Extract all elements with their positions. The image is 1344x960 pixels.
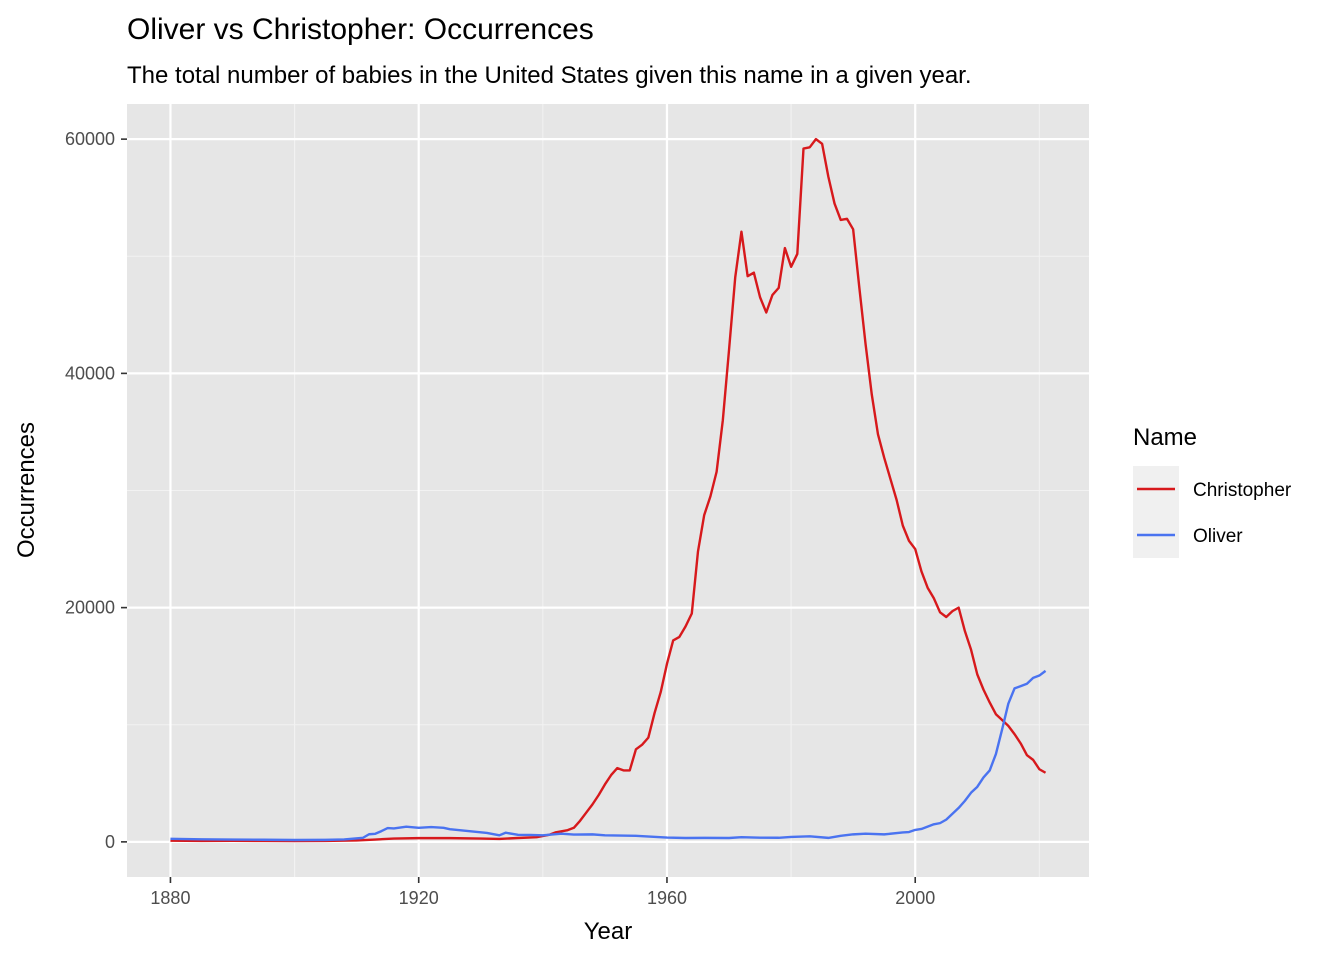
legend-label-oliver: Oliver: [1193, 526, 1243, 547]
series-lines: [170, 137, 1047, 843]
x-tick-label: 2000: [895, 888, 935, 908]
x-tick-label: 1960: [647, 888, 687, 908]
chart-subtitle: The total number of babies in the United…: [127, 62, 972, 89]
y-tick-label: 20000: [65, 598, 115, 618]
x-axis-title: Year: [584, 918, 633, 945]
y-tick-label: 60000: [65, 129, 115, 149]
x-tick-label: 1920: [399, 888, 439, 908]
axis-ticks: [121, 138, 917, 883]
legend: Name Christopher Oliver: [1133, 424, 1292, 558]
series-line-oliver: [170, 669, 1047, 842]
y-axis-title: Occurrences: [13, 422, 40, 558]
legend-label-christopher: Christopher: [1193, 480, 1292, 501]
minor-gridlines: [127, 104, 1089, 877]
legend-title: Name: [1133, 424, 1197, 451]
tick-labels: 0 20000 40000 60000 1880 1920 1960 2000: [65, 129, 935, 908]
x-tick-label: 1880: [150, 888, 190, 908]
y-tick-label: 40000: [65, 363, 115, 383]
y-tick-label: 0: [105, 832, 115, 852]
chart-title: Oliver vs Christopher: Occurrences: [127, 13, 594, 46]
